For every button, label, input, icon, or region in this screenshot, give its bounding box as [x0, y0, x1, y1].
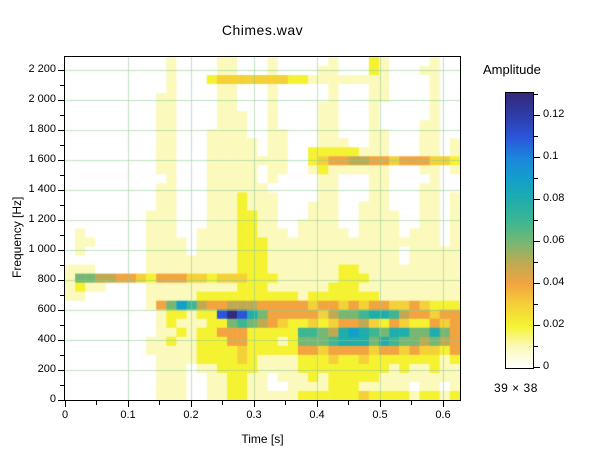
y-tick-label: 1 800 — [28, 123, 56, 135]
colorbar-tick-label: 0.04 — [543, 276, 565, 288]
x-major-tick — [128, 401, 129, 407]
y-major-tick — [58, 250, 64, 251]
x-tick-label: 0.2 — [183, 409, 199, 421]
x-tick-label: 0.4 — [309, 409, 325, 421]
colorbar-title: Amplitude — [483, 62, 541, 77]
colorbar-major-tick — [534, 283, 540, 284]
x-tick-label: 0.5 — [372, 409, 388, 421]
chart-title: Chimes.wav — [221, 22, 304, 38]
x-tick-label: 0.1 — [120, 409, 136, 421]
y-major-tick — [58, 160, 64, 161]
x-major-tick — [443, 401, 444, 407]
colorbar-major-tick — [534, 115, 540, 116]
colorbar-minor-tick — [534, 178, 538, 179]
y-major-tick — [58, 340, 64, 341]
colorbar-tick-label: 0.12 — [543, 108, 565, 120]
colorbar-major-tick — [534, 367, 540, 368]
y-minor-tick — [60, 175, 64, 176]
y-major-tick — [58, 370, 64, 371]
y-tick-label: 1 200 — [28, 213, 56, 225]
colorbar-minor-tick — [534, 94, 538, 95]
x-minor-tick — [285, 401, 286, 405]
x-minor-tick — [96, 401, 97, 405]
y-major-tick — [58, 280, 64, 281]
x-major-tick — [317, 401, 318, 407]
y-minor-tick — [60, 265, 64, 266]
y-minor-tick — [60, 235, 64, 236]
y-minor-tick — [60, 85, 64, 86]
y-tick-label: 800 — [37, 273, 56, 285]
colorbar-major-tick — [534, 325, 540, 326]
colorbar-tick-label: 0.1 — [543, 150, 559, 162]
y-major-tick — [58, 190, 64, 191]
y-tick-label: 1 600 — [28, 153, 56, 165]
x-tick-label: 0.3 — [246, 409, 262, 421]
y-major-tick — [58, 310, 64, 311]
x-minor-tick — [222, 401, 223, 405]
y-minor-tick — [60, 385, 64, 386]
y-minor-tick — [60, 115, 64, 116]
y-tick-label: 2 000 — [28, 93, 56, 105]
x-tick-label: 0 — [61, 409, 69, 421]
y-tick-label: 1 400 — [28, 183, 56, 195]
colorbar-gradient — [505, 92, 534, 369]
y-minor-tick — [60, 205, 64, 206]
x-minor-tick — [348, 401, 349, 405]
y-tick-label: 400 — [37, 333, 56, 345]
matrix-size-label: 39 × 38 — [494, 381, 538, 395]
colorbar-minor-tick — [534, 304, 538, 305]
y-minor-tick — [60, 295, 64, 296]
x-minor-tick — [411, 401, 412, 405]
colorbar-minor-tick — [534, 220, 538, 221]
colorbar-minor-tick — [534, 136, 538, 137]
colorbar-minor-tick — [534, 346, 538, 347]
y-tick-label: 200 — [37, 363, 56, 375]
y-major-tick — [58, 400, 64, 401]
y-major-tick — [58, 70, 64, 71]
x-major-tick — [254, 401, 255, 407]
y-minor-tick — [60, 145, 64, 146]
y-tick-label: 1 000 — [28, 243, 56, 255]
y-major-tick — [58, 100, 64, 101]
colorbar-tick-label: 0.08 — [543, 192, 565, 204]
x-major-tick — [380, 401, 381, 407]
colorbar-minor-tick — [534, 262, 538, 263]
colorbar-tick-label: 0.06 — [543, 234, 565, 246]
y-axis-title: Frequency [Hz] — [10, 196, 24, 278]
y-major-tick — [58, 130, 64, 131]
x-minor-tick — [159, 401, 160, 405]
spectrogram-heatmap — [64, 56, 461, 401]
colorbar-major-tick — [534, 241, 540, 242]
x-tick-label: 0.6 — [435, 409, 451, 421]
x-major-tick — [191, 401, 192, 407]
x-major-tick — [65, 401, 66, 407]
y-tick-label: 2 200 — [28, 63, 56, 75]
x-axis-title: Time [s] — [241, 432, 284, 446]
y-major-tick — [58, 220, 64, 221]
y-tick-label: 600 — [37, 303, 56, 315]
y-minor-tick — [60, 325, 64, 326]
colorbar-major-tick — [534, 199, 540, 200]
y-minor-tick — [60, 355, 64, 356]
colorbar-tick-label: 0.02 — [543, 318, 565, 330]
y-tick-label: 0 — [49, 393, 56, 405]
colorbar-tick-label: 0 — [543, 360, 550, 372]
colorbar-major-tick — [534, 157, 540, 158]
